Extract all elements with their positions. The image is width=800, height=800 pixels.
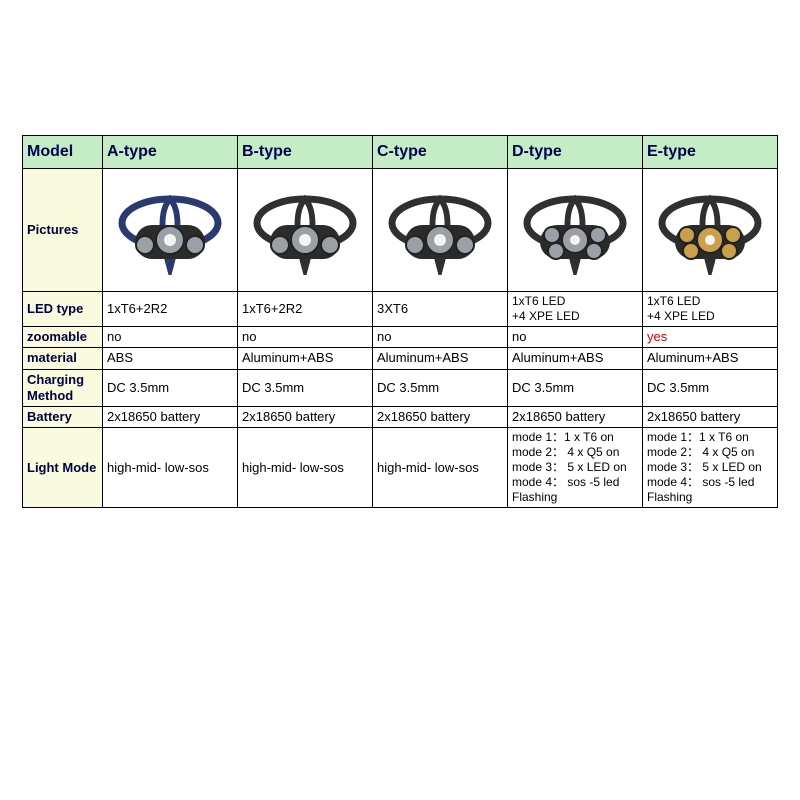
header-col-b: B-type: [238, 136, 373, 169]
table-cell: high-mid- low-sos: [238, 428, 373, 508]
table-cell: DC 3.5mm: [508, 369, 643, 407]
table-row: zoomablenonononoyes: [23, 327, 778, 348]
table-cell: 2x18650 battery: [103, 407, 238, 428]
headlamp-icon: [520, 185, 630, 275]
table-cell: DC 3.5mm: [103, 369, 238, 407]
table-cell: 3XT6: [373, 292, 508, 327]
table-cell: 1xT6+2R2: [238, 292, 373, 327]
row-label: LED type: [23, 292, 103, 327]
table-cell: 1xT6 LED +4 XPE LED: [643, 292, 778, 327]
table-cell: Aluminum+ABS: [508, 348, 643, 369]
table-cell: 2x18650 battery: [643, 407, 778, 428]
table-cell: 1xT6 LED +4 XPE LED: [508, 292, 643, 327]
header-col-c: C-type: [373, 136, 508, 169]
table-row: LED type1xT6+2R21xT6+2R23XT61xT6 LED +4 …: [23, 292, 778, 327]
headlamp-icon: [655, 185, 765, 275]
row-label: zoomable: [23, 327, 103, 348]
table-cell: 2x18650 battery: [238, 407, 373, 428]
comparison-table: Model A-type B-type C-type D-type E-type…: [22, 135, 778, 508]
table-row: Pictures: [23, 169, 778, 292]
header-label: Model: [23, 136, 103, 169]
row-label: Pictures: [23, 169, 103, 292]
table-cell: DC 3.5mm: [643, 369, 778, 407]
table-cell: 2x18650 battery: [508, 407, 643, 428]
header-row: Model A-type B-type C-type D-type E-type: [23, 136, 778, 169]
table-cell: DC 3.5mm: [373, 369, 508, 407]
table-cell: [373, 169, 508, 292]
headlamp-icon: [385, 185, 495, 275]
table-cell: ABS: [103, 348, 238, 369]
table-row: materialABSAluminum+ABSAluminum+ABSAlumi…: [23, 348, 778, 369]
table-cell: [508, 169, 643, 292]
header-col-d: D-type: [508, 136, 643, 169]
table-cell: no: [238, 327, 373, 348]
table-cell: high-mid- low-sos: [103, 428, 238, 508]
header-col-a: A-type: [103, 136, 238, 169]
table-cell: [643, 169, 778, 292]
header-col-e: E-type: [643, 136, 778, 169]
table-cell: mode 1：1 x T6 on mode 2： 4 x Q5 on mode …: [643, 428, 778, 508]
table-cell: high-mid- low-sos: [373, 428, 508, 508]
table-cell: no: [508, 327, 643, 348]
table-row: Battery2x18650 battery2x18650 battery2x1…: [23, 407, 778, 428]
table-cell: no: [373, 327, 508, 348]
table-cell: DC 3.5mm: [238, 369, 373, 407]
comparison-table-container: Model A-type B-type C-type D-type E-type…: [22, 135, 776, 508]
table-cell: yes: [643, 327, 778, 348]
row-label: Light Mode: [23, 428, 103, 508]
table-cell: [103, 169, 238, 292]
headlamp-icon: [250, 185, 360, 275]
row-label: Battery: [23, 407, 103, 428]
table-cell: no: [103, 327, 238, 348]
row-label: material: [23, 348, 103, 369]
table-row: Charging MethodDC 3.5mmDC 3.5mmDC 3.5mmD…: [23, 369, 778, 407]
table-cell: Aluminum+ABS: [373, 348, 508, 369]
headlamp-icon: [115, 185, 225, 275]
table-cell: Aluminum+ABS: [643, 348, 778, 369]
table-cell: [238, 169, 373, 292]
table-cell: 2x18650 battery: [373, 407, 508, 428]
table-body: Pictures LED type1xT6+2R21xT6+2R23XT61xT…: [23, 169, 778, 508]
table-cell: Aluminum+ABS: [238, 348, 373, 369]
table-cell: 1xT6+2R2: [103, 292, 238, 327]
row-label: Charging Method: [23, 369, 103, 407]
table-row: Light Modehigh-mid- low-soshigh-mid- low…: [23, 428, 778, 508]
table-cell: mode 1：1 x T6 on mode 2： 4 x Q5 on mode …: [508, 428, 643, 508]
